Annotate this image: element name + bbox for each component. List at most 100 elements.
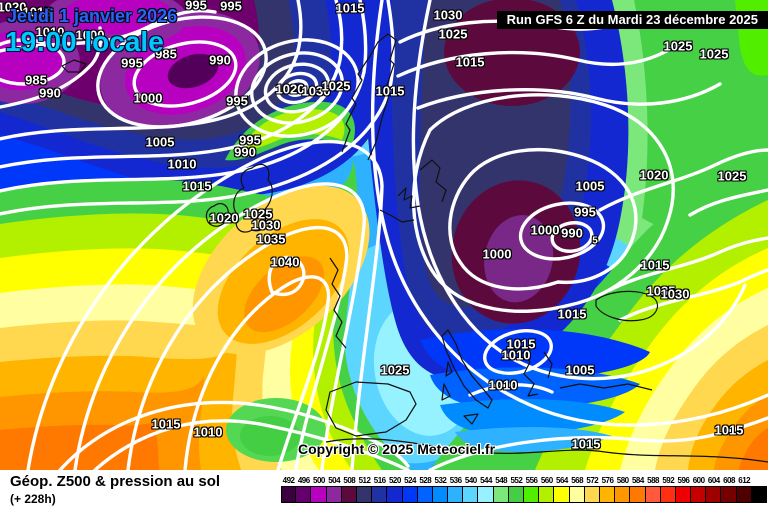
- scale-cell: [751, 475, 767, 503]
- scale-swatch: [539, 486, 555, 503]
- scale-cell: 576: [599, 475, 616, 503]
- scale-cell: 492: [281, 475, 297, 503]
- map-canvas: 1020 1015 1010 1000 995 985 990 995 995 985 990 100…: [0, 0, 768, 470]
- scale-cell: 592: [660, 475, 676, 503]
- scale-value: 600: [692, 476, 705, 485]
- scale-value: 564: [556, 476, 568, 485]
- legend-title: Géop. Z500 & pression au sol: [10, 473, 221, 490]
- scale-swatch: [296, 486, 312, 503]
- scale-cell: 600: [691, 475, 707, 503]
- scale-swatch: [584, 486, 600, 503]
- pressure-label: 1020: [0, 0, 27, 15]
- scale-cell: 580: [615, 475, 631, 503]
- scale-swatch: [326, 486, 342, 503]
- pressure-label: 990: [234, 144, 256, 160]
- scale-cell: 556: [524, 475, 540, 503]
- scale-value: 524: [404, 476, 417, 485]
- forecast-date-text: Jeudi 1 janvier 2026: [7, 6, 178, 26]
- pressure-label: 1030: [301, 83, 331, 99]
- scale-value: 504: [328, 476, 341, 485]
- scale-value: 508: [343, 476, 356, 485]
- pressure-label: 1010: [488, 377, 518, 393]
- pressure-label: 1015: [506, 336, 536, 352]
- scale-value: 512: [358, 476, 371, 485]
- pressure-label: 1020: [639, 167, 669, 183]
- scale-value: 572: [586, 476, 599, 485]
- scale-value: 612: [738, 476, 751, 485]
- scale-cell: 588: [645, 475, 661, 503]
- scale-swatch: [402, 486, 418, 503]
- scale-swatch: [645, 486, 661, 503]
- scale-value: 548: [495, 476, 508, 485]
- pressure-label: 1025: [243, 206, 273, 222]
- pressure-label: 1025: [699, 46, 729, 62]
- copyright-text: Copyright © 2025 Meteociel.fr: [298, 441, 496, 457]
- pressure-label: 990: [209, 52, 231, 68]
- scale-cell: 544: [478, 475, 494, 503]
- scale-value: 584: [631, 476, 644, 485]
- pressure-label: 1015: [151, 416, 181, 432]
- scale-value: 556: [525, 476, 538, 485]
- pressure-label: 990: [561, 225, 583, 241]
- scale-value: 552: [510, 476, 523, 485]
- pressure-label: 1010: [501, 347, 531, 363]
- scale-cell: 560: [539, 475, 555, 503]
- scale-cell: 564: [554, 475, 570, 503]
- scale-cell: 548: [493, 475, 509, 503]
- pressure-label: 5: [592, 235, 598, 247]
- legend-bar: Géop. Z500 & pression au sol (+ 228h) 49…: [0, 470, 768, 512]
- pressure-label: 1000: [482, 246, 512, 262]
- pressure-label: 995: [220, 0, 242, 14]
- pressure-label: 985: [25, 72, 47, 88]
- scale-swatch: [356, 486, 373, 503]
- pressure-label: 995: [226, 93, 248, 109]
- scale-value: 560: [540, 476, 553, 485]
- pressure-label: 1015: [22, 4, 52, 20]
- scale-swatch: [463, 486, 479, 503]
- scale-value: 596: [677, 476, 690, 485]
- pressure-label: 1015: [557, 306, 587, 322]
- pressure-label: 1015: [375, 83, 405, 99]
- pressure-label: 1005: [145, 134, 175, 150]
- weather-map-svg: [0, 0, 768, 470]
- scale-cell: 572: [584, 475, 600, 503]
- scale-value: 496: [297, 476, 310, 485]
- scale-value: 500: [313, 476, 325, 485]
- scale-value: 516: [373, 476, 386, 485]
- scale-swatch: [675, 486, 692, 503]
- scale-cell: 536: [448, 475, 464, 503]
- pressure-label: 1025: [438, 26, 468, 42]
- forecast-time-text: 19:00 locale: [5, 26, 164, 57]
- scale-cell: 508: [341, 475, 357, 503]
- pressure-label: 1030: [660, 286, 690, 302]
- scale-value: 536: [449, 476, 462, 485]
- pressure-label: 985: [155, 46, 177, 62]
- pressure-label: 995: [239, 132, 261, 148]
- scale-cell: 520: [387, 475, 403, 503]
- scale-swatch: [599, 486, 616, 503]
- scale-swatch: [660, 486, 676, 503]
- scale-swatch: [524, 486, 540, 503]
- pressure-label: 1015: [455, 54, 485, 70]
- scale-swatch: [417, 486, 433, 503]
- pressure-label: 1025: [321, 78, 351, 94]
- scale-cell: 540: [463, 475, 479, 503]
- scale-swatch: [721, 486, 737, 503]
- pressure-label: 1015: [182, 178, 212, 194]
- scale-value: 544: [480, 476, 492, 485]
- scale-swatch: [569, 486, 585, 503]
- pressure-label: 1015: [714, 422, 744, 438]
- scale-swatch: [478, 486, 494, 503]
- pressure-label: 1020: [275, 81, 305, 97]
- scale-swatch: [281, 486, 297, 503]
- scale-swatch: [341, 486, 357, 503]
- color-scale: 492 496 500 504 508 512 516 520 524 528 532 536 540 5…: [281, 475, 767, 503]
- scale-swatch: [387, 486, 403, 503]
- scale-swatch: [311, 486, 327, 503]
- pressure-label: 1015: [571, 436, 601, 452]
- scale-cell: 608: [721, 475, 737, 503]
- scale-value: 592: [662, 476, 675, 485]
- scale-value: 492: [282, 476, 295, 485]
- scale-cell: 516: [372, 475, 388, 503]
